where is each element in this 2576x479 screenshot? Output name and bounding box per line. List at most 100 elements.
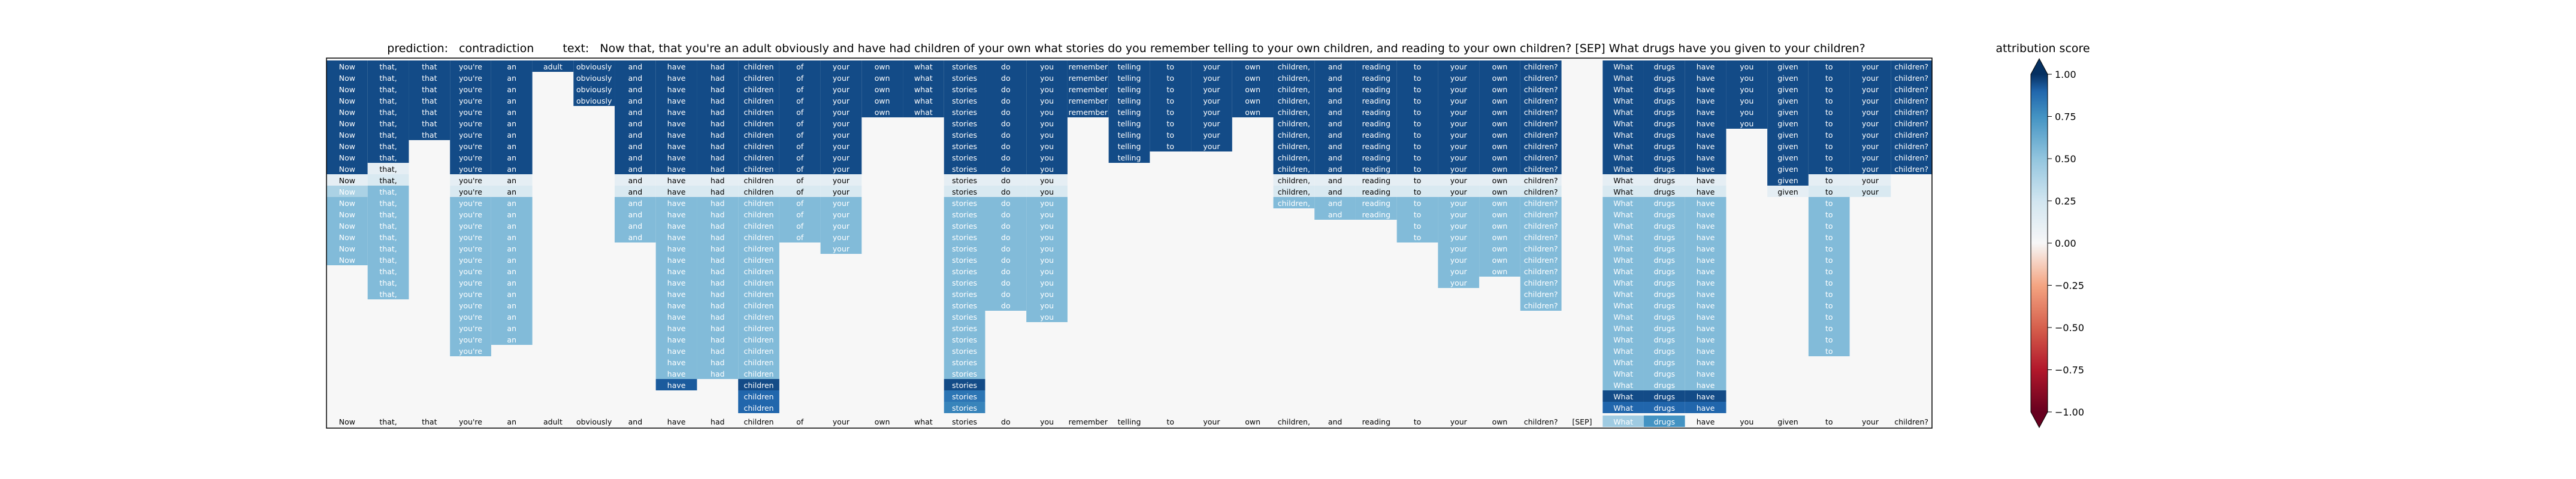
colorbar-tick-label: −0.50 bbox=[2055, 322, 2084, 334]
heatmap-cell bbox=[326, 174, 368, 186]
cell-token-label: you bbox=[1740, 96, 1753, 105]
heatmap-cell bbox=[738, 117, 779, 129]
heatmap-cell bbox=[985, 106, 1027, 117]
heatmap-cell bbox=[985, 60, 1027, 72]
cell-token-label: telling bbox=[1118, 153, 1141, 162]
cell-token-label: of bbox=[796, 233, 804, 242]
heatmap-cell bbox=[1685, 129, 1727, 140]
cell-token-label: have bbox=[1697, 267, 1715, 276]
cell-token-label: had bbox=[710, 369, 725, 378]
cell-token-label: stories bbox=[952, 74, 977, 83]
cell-token-label: own bbox=[1492, 210, 1508, 219]
heatmap-cell bbox=[1479, 220, 1520, 231]
heatmap-cell bbox=[820, 242, 862, 254]
heatmap-cell bbox=[1849, 129, 1891, 140]
heatmap-cell bbox=[1767, 174, 1809, 186]
cell-token-label: children? bbox=[1894, 153, 1928, 162]
heatmap-cell bbox=[1849, 83, 1891, 95]
cell-token-label: drugs bbox=[1654, 256, 1675, 265]
heatmap-cell bbox=[1232, 95, 1274, 106]
heatmap-cell bbox=[450, 83, 491, 95]
cell-token-label: you bbox=[1040, 74, 1054, 83]
cell-token-label: What bbox=[1613, 358, 1633, 367]
cell-token-label: do bbox=[1001, 142, 1011, 151]
heatmap-cell bbox=[944, 334, 985, 345]
heatmap-cell bbox=[985, 265, 1027, 277]
heatmap-cell bbox=[1438, 151, 1480, 163]
cell-token-label: you bbox=[1040, 278, 1054, 287]
cell-token-label: to bbox=[1414, 62, 1422, 71]
heatmap-cell bbox=[367, 95, 409, 106]
heatmap-cell bbox=[697, 254, 739, 265]
cell-token-label: own bbox=[875, 108, 890, 117]
bottom-row-cell bbox=[1643, 416, 1685, 427]
cell-token-label: that bbox=[422, 96, 437, 105]
heatmap-cell bbox=[1438, 163, 1480, 174]
cell-token-label: to bbox=[1825, 96, 1833, 105]
heatmap-cell bbox=[738, 163, 779, 174]
cell-token-label: to bbox=[1166, 74, 1174, 83]
cell-token-label: had bbox=[710, 176, 725, 185]
heatmap-cell bbox=[367, 106, 409, 117]
cell-token-label: stories bbox=[952, 153, 977, 162]
heatmap-cell bbox=[985, 117, 1027, 129]
heatmap-cell bbox=[450, 129, 491, 140]
cell-token-label: to bbox=[1166, 119, 1174, 128]
heatmap-cell bbox=[1026, 95, 1068, 106]
cell-token-label: drugs bbox=[1654, 222, 1675, 231]
heatmap-cell bbox=[1643, 356, 1685, 368]
heatmap-cell bbox=[1108, 140, 1150, 151]
cell-token-label: had bbox=[710, 142, 725, 151]
cell-token-label: that, bbox=[379, 278, 397, 287]
heatmap-cell bbox=[697, 334, 739, 345]
cell-token-label: What bbox=[1613, 369, 1633, 378]
cell-token-label: have bbox=[1697, 301, 1715, 310]
cell-token-label: own bbox=[875, 96, 890, 105]
cell-token-label: you bbox=[1040, 165, 1054, 174]
cell-token-label: children, bbox=[1278, 142, 1310, 151]
cell-token-label: you bbox=[1040, 222, 1054, 231]
cell-token-label: What bbox=[1613, 324, 1633, 333]
heatmap-cell bbox=[1891, 117, 1932, 129]
colorbar-tick-label: −0.25 bbox=[2055, 280, 2084, 292]
cell-token-label: children? bbox=[1524, 176, 1558, 185]
heatmap-cell bbox=[1479, 95, 1520, 106]
cell-token-label: children? bbox=[1894, 85, 1928, 94]
heatmap-cell bbox=[1603, 197, 1644, 208]
bottom-row-token-label: that bbox=[422, 417, 437, 426]
cell-token-label: your bbox=[1450, 233, 1468, 242]
cell-token-label: have bbox=[1697, 85, 1715, 94]
heatmap-cell bbox=[1685, 220, 1727, 231]
cell-token-label: you bbox=[1040, 244, 1054, 253]
heatmap-cell bbox=[1273, 174, 1315, 186]
heatmap-cell bbox=[1643, 129, 1685, 140]
heatmap-cell bbox=[1685, 277, 1727, 288]
cell-token-label: that bbox=[422, 62, 437, 71]
cell-token-label: an bbox=[507, 335, 516, 344]
cell-token-label: have bbox=[1697, 404, 1715, 413]
heatmap-cell bbox=[1603, 277, 1644, 288]
heatmap-cell bbox=[615, 60, 656, 72]
cell-token-label: had bbox=[710, 187, 725, 196]
cell-token-label: stories bbox=[952, 210, 977, 219]
cell-token-label: that, bbox=[379, 96, 397, 105]
heatmap-cell bbox=[326, 151, 368, 163]
cell-token-label: you're bbox=[459, 244, 482, 253]
colorbar-tick-label: 1.00 bbox=[2055, 69, 2076, 80]
heatmap-cell bbox=[1685, 265, 1727, 277]
cell-token-label: your bbox=[1450, 142, 1468, 151]
cell-token-label: an bbox=[507, 324, 516, 333]
cell-token-label: that, bbox=[379, 267, 397, 276]
cell-token-label: have bbox=[667, 74, 686, 83]
heatmap-cell bbox=[367, 60, 409, 72]
heatmap-cell bbox=[1849, 140, 1891, 151]
cell-token-label: What bbox=[1613, 301, 1633, 310]
heatmap-cell bbox=[450, 163, 491, 174]
heatmap-cell bbox=[409, 83, 451, 95]
heatmap-cell bbox=[1603, 334, 1644, 345]
heatmap-cell bbox=[697, 231, 739, 242]
heatmap-cell bbox=[944, 254, 985, 265]
cell-token-label: Now bbox=[339, 62, 355, 71]
heatmap-cell bbox=[1150, 72, 1192, 83]
heatmap-cell bbox=[1603, 299, 1644, 311]
